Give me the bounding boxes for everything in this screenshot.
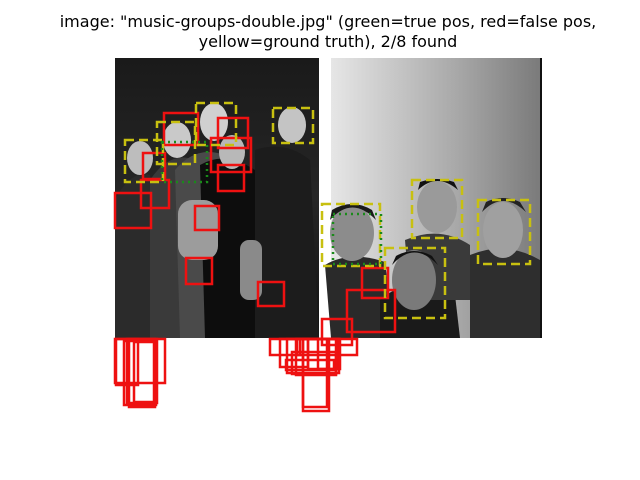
figure-title-line-2: yellow=ground truth), 2/8 found bbox=[198, 32, 458, 51]
figure-title: image: "music-groups-double.jpg" (green=… bbox=[0, 12, 640, 52]
false-positive-box bbox=[162, 111, 200, 147]
false-positive-box bbox=[360, 266, 390, 300]
false-positive-box bbox=[284, 358, 336, 372]
false-positive-box bbox=[294, 337, 338, 377]
false-positive-box bbox=[184, 256, 214, 286]
false-positive-box bbox=[132, 340, 156, 404]
ground-truth-box bbox=[271, 106, 315, 145]
photo-right bbox=[325, 58, 542, 338]
detection-overlay bbox=[113, 101, 532, 413]
false-positive-box bbox=[216, 163, 246, 193]
ground-truth-box bbox=[383, 246, 447, 320]
ground-truth-box bbox=[410, 178, 464, 240]
false-positive-box bbox=[345, 288, 397, 334]
false-positive-box bbox=[256, 280, 286, 308]
false-positive-box bbox=[193, 204, 221, 232]
false-positive-box bbox=[209, 136, 253, 174]
true-positive-box bbox=[331, 212, 383, 266]
true-positive-box bbox=[160, 140, 209, 184]
figure-title-line-1: image: "music-groups-double.jpg" (green=… bbox=[59, 12, 597, 31]
ground-truth-box bbox=[476, 198, 532, 266]
ground-truth-box bbox=[320, 202, 382, 268]
false-positive-box bbox=[216, 116, 250, 150]
ground-truth-box bbox=[194, 101, 238, 147]
false-positive-box bbox=[125, 337, 159, 405]
false-positive-box bbox=[113, 191, 153, 230]
false-positive-box bbox=[114, 337, 140, 387]
ground-truth-box bbox=[155, 120, 197, 166]
photo-left bbox=[115, 58, 319, 338]
